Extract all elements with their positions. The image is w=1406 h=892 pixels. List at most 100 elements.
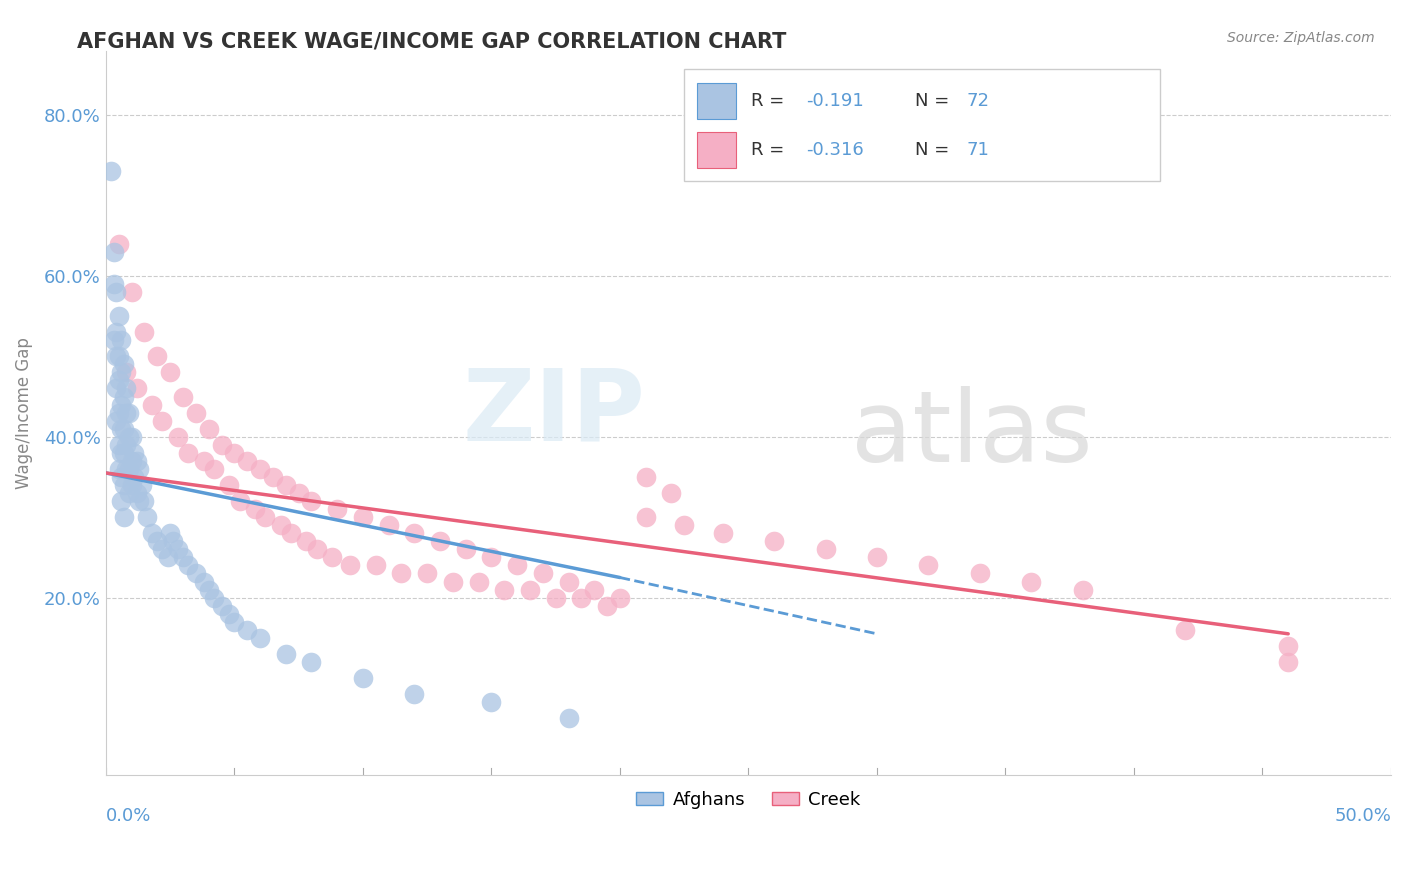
Point bbox=[152, 542, 174, 557]
Point bbox=[112, 446, 135, 460]
Point bbox=[609, 591, 631, 605]
Point bbox=[172, 390, 194, 404]
Point bbox=[128, 494, 150, 508]
Point bbox=[634, 470, 657, 484]
Point bbox=[115, 438, 138, 452]
Point bbox=[156, 550, 179, 565]
Text: 72: 72 bbox=[967, 92, 990, 111]
Point bbox=[177, 558, 200, 573]
Point bbox=[494, 582, 516, 597]
Point bbox=[506, 558, 529, 573]
Point bbox=[184, 406, 207, 420]
Point bbox=[107, 374, 129, 388]
Point bbox=[377, 518, 399, 533]
Text: R =: R = bbox=[751, 92, 790, 111]
Point bbox=[1277, 655, 1299, 669]
Point bbox=[197, 582, 219, 597]
Point bbox=[634, 510, 657, 524]
Point bbox=[112, 390, 135, 404]
Point bbox=[112, 478, 135, 492]
Point bbox=[295, 534, 318, 549]
Point bbox=[159, 526, 181, 541]
Point bbox=[301, 655, 323, 669]
Point bbox=[112, 510, 135, 524]
Point bbox=[141, 398, 163, 412]
Point bbox=[479, 550, 502, 565]
Point bbox=[254, 510, 277, 524]
Point bbox=[128, 462, 150, 476]
Point bbox=[270, 518, 292, 533]
Point bbox=[763, 534, 786, 549]
Point bbox=[105, 349, 128, 363]
FancyBboxPatch shape bbox=[685, 69, 1160, 181]
Point bbox=[105, 414, 128, 428]
Point bbox=[107, 406, 129, 420]
Text: ZIP: ZIP bbox=[463, 364, 645, 461]
Point bbox=[416, 566, 439, 581]
Point bbox=[211, 599, 233, 613]
Point bbox=[177, 446, 200, 460]
Point bbox=[110, 446, 132, 460]
Point bbox=[122, 470, 145, 484]
Point bbox=[673, 518, 696, 533]
Text: 71: 71 bbox=[967, 141, 990, 159]
Point bbox=[107, 462, 129, 476]
Point bbox=[122, 446, 145, 460]
Point bbox=[105, 325, 128, 339]
Point bbox=[107, 349, 129, 363]
Y-axis label: Wage/Income Gap: Wage/Income Gap bbox=[15, 336, 32, 489]
Text: N =: N = bbox=[915, 92, 956, 111]
Point bbox=[224, 615, 246, 629]
Point bbox=[301, 494, 323, 508]
Point bbox=[103, 277, 125, 291]
Point bbox=[112, 357, 135, 371]
Point bbox=[519, 582, 541, 597]
Point bbox=[121, 430, 143, 444]
Point bbox=[136, 510, 159, 524]
Point bbox=[211, 438, 233, 452]
Point bbox=[125, 486, 148, 500]
Point bbox=[711, 526, 734, 541]
Point bbox=[105, 382, 128, 396]
Point bbox=[103, 333, 125, 347]
Text: AFGHAN VS CREEK WAGE/INCOME GAP CORRELATION CHART: AFGHAN VS CREEK WAGE/INCOME GAP CORRELAT… bbox=[77, 31, 787, 51]
Point bbox=[596, 599, 619, 613]
Point bbox=[249, 462, 271, 476]
Point bbox=[118, 486, 141, 500]
Point bbox=[441, 574, 464, 589]
Point bbox=[107, 438, 129, 452]
FancyBboxPatch shape bbox=[697, 83, 735, 120]
Point bbox=[262, 470, 284, 484]
Legend: Afghans, Creek: Afghans, Creek bbox=[628, 784, 868, 816]
Point bbox=[121, 478, 143, 492]
Point bbox=[404, 526, 426, 541]
Point bbox=[162, 534, 184, 549]
Text: N =: N = bbox=[915, 141, 956, 159]
Point bbox=[110, 333, 132, 347]
Point bbox=[110, 494, 132, 508]
Point bbox=[110, 365, 132, 379]
Point bbox=[228, 494, 250, 508]
Text: Source: ZipAtlas.com: Source: ZipAtlas.com bbox=[1227, 31, 1375, 45]
Point bbox=[557, 574, 579, 589]
Text: R =: R = bbox=[751, 141, 790, 159]
Point bbox=[305, 542, 328, 557]
Point bbox=[557, 711, 579, 725]
Point bbox=[159, 365, 181, 379]
Point bbox=[193, 454, 215, 468]
Point bbox=[172, 550, 194, 565]
Point bbox=[100, 164, 122, 178]
Point bbox=[249, 631, 271, 645]
Point bbox=[454, 542, 477, 557]
Point bbox=[134, 494, 156, 508]
Point bbox=[152, 414, 174, 428]
Point bbox=[274, 647, 297, 661]
Point bbox=[243, 502, 266, 516]
Text: atlas: atlas bbox=[851, 386, 1092, 483]
Point bbox=[197, 422, 219, 436]
Point bbox=[166, 430, 188, 444]
Text: 0.0%: 0.0% bbox=[105, 807, 152, 825]
Point bbox=[115, 406, 138, 420]
Point bbox=[544, 591, 567, 605]
Point bbox=[218, 607, 240, 621]
